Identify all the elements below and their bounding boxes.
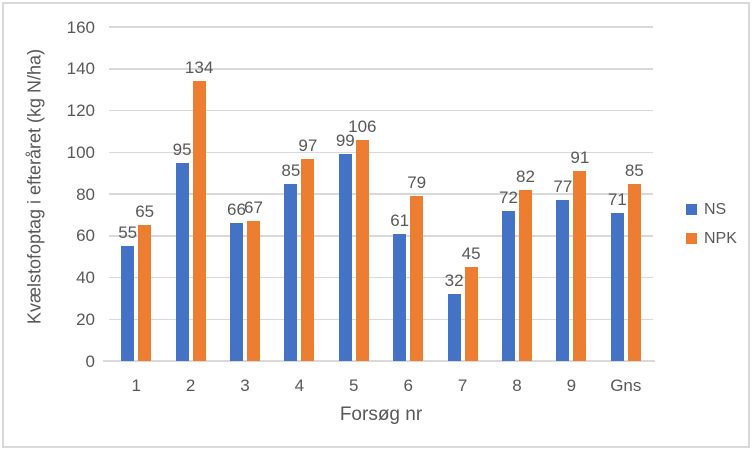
data-label-ns-1: 55 [118,223,138,243]
bar-npk-6 [410,196,424,361]
bar-npk-4 [301,158,315,361]
x-tick-label-4: 4 [294,376,305,395]
legend-item-npk: NPK [686,230,737,247]
x-tick-label-1: 1 [131,376,141,395]
x-tick-label-3: 3 [240,376,250,395]
data-label-npk-8: 82 [516,166,535,186]
bar-ns-8 [502,210,515,361]
data-label-npk-9: 91 [570,148,590,168]
gridline [109,151,653,153]
x-tick-label-6: 6 [403,376,413,395]
bar-npk-1 [138,225,152,361]
y-tick-label: 0 [85,351,95,371]
y-tick-label: 40 [76,268,95,287]
legend-label-npk: NPK [704,230,737,247]
bar-ns-4 [284,183,298,361]
legend-item-ns: NS [686,201,737,218]
data-label-ns-3: 66 [227,200,246,220]
data-label-npk-2: 134 [184,58,214,78]
x-tick-label-7: 7 [457,376,468,395]
data-label-ns-7: 32 [444,271,464,291]
data-label-ns-5: 99 [335,131,355,151]
data-label-npk-6: 79 [407,173,427,193]
bar-ns-2 [175,162,189,361]
data-label-npk-7: 45 [461,244,481,264]
legend: NS NPK [686,201,737,259]
gridline [109,193,653,195]
y-tick-label: 140 [66,59,95,79]
data-label-npk-3: 67 [244,198,263,218]
x-tick-label-2: 2 [185,376,196,395]
bar-ns-gns [610,212,624,361]
y-tick-label: 160 [66,17,95,37]
gridline [109,235,653,237]
x-axis-line [103,360,655,362]
y-tick-label: 60 [76,226,95,246]
x-axis-title: Forsøg nr [339,404,423,425]
data-label-ns-6: 61 [390,210,410,230]
x-tick-label-5: 5 [349,376,359,395]
bar-npk-7 [464,267,478,361]
plot-area [103,26,655,362]
x-tick-label-gns: Gns [610,376,642,395]
bar-ns-5 [338,154,352,361]
bar-npk-5 [355,139,369,361]
gridline [109,26,653,28]
data-label-npk-5: 106 [348,116,377,136]
legend-label-ns: NS [704,201,727,218]
gridline [109,276,653,279]
x-tick-label-8: 8 [512,376,522,395]
legend-swatch-npk [686,233,697,244]
bar-npk-3 [247,221,260,361]
bar-npk-2 [192,81,206,361]
gridline [109,109,653,112]
gridline [109,318,653,320]
y-tick-label: 80 [76,184,95,204]
x-tick-label-9: 9 [566,376,577,395]
bar-ns-9 [556,200,570,361]
data-label-npk-1: 65 [135,202,155,222]
y-tick-label: 120 [66,101,95,120]
y-tick-label: 20 [76,309,95,329]
data-label-npk-4: 97 [298,135,318,155]
gridline [109,68,653,70]
bar-ns-7 [447,294,461,361]
data-label-ns-9: 77 [553,177,573,197]
bar-npk-8 [519,189,532,361]
bar-ns-3 [230,223,243,361]
data-label-ns-gns: 71 [607,189,627,209]
bar-npk-gns [627,183,641,361]
data-label-ns-2: 95 [172,139,192,159]
data-label-ns-8: 72 [499,187,518,207]
data-label-npk-gns: 85 [624,160,644,180]
bar-npk-9 [573,171,587,361]
bar-ns-6 [393,233,407,361]
bar-ns-1 [121,246,135,361]
y-tick-label: 100 [66,142,95,162]
legend-swatch-ns [686,204,697,215]
data-label-ns-4: 85 [281,160,301,180]
